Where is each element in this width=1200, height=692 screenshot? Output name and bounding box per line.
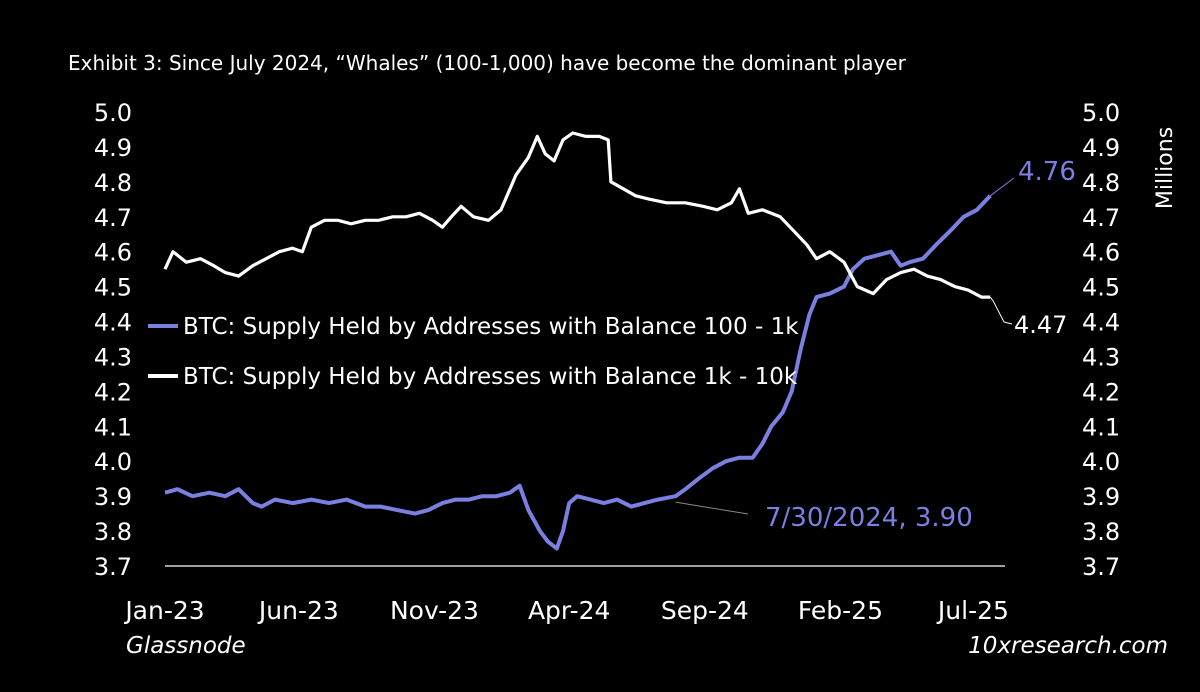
plot-area xyxy=(163,131,992,551)
annotation-label-jul-2024: 7/30/2024, 3.90 xyxy=(765,503,973,533)
y-tick-label-left: 3.8 xyxy=(94,518,132,546)
y-tick-label-left: 4.5 xyxy=(94,274,132,302)
y-tick-label-right: 4.6 xyxy=(1082,239,1120,267)
y-axis-right: 5.0 4.9 4.8 4.7 4.6 4.5 4.4 4.3 4.2 4.1 4.0 3.9 3.8 3… xyxy=(1082,99,1120,581)
y-tick-label-right: 3.9 xyxy=(1082,483,1120,511)
x-tick-label: Nov-23 xyxy=(390,596,479,625)
x-tick-label: Jan-23 xyxy=(123,596,204,625)
chart-title: Exhibit 3: Since July 2024, “Whales” (10… xyxy=(68,51,907,75)
y-tick-label-left: 3.9 xyxy=(94,483,132,511)
annotation-leader-4-76 xyxy=(989,177,1015,197)
y-tick-label-left: 4.3 xyxy=(94,343,132,371)
y-tick-label-left: 3.7 xyxy=(94,553,132,581)
x-tick-label: Apr-24 xyxy=(528,596,610,625)
series-line-1k-10k xyxy=(163,131,991,299)
y-tick-label-left: 4.7 xyxy=(94,204,132,232)
y-tick-label-left: 4.4 xyxy=(94,309,132,337)
y-tick-label-right: 4.8 xyxy=(1082,169,1120,197)
y-tick-label-right: 4.2 xyxy=(1082,378,1120,406)
y-tick-label-right: 4.5 xyxy=(1082,274,1120,302)
y-tick-label-left: 4.8 xyxy=(94,169,132,197)
y-tick-label-right: 4.7 xyxy=(1082,204,1120,232)
y-tick-label-right: 4.9 xyxy=(1082,134,1120,162)
annotation-leader-jul-2024 xyxy=(675,501,749,515)
series-line-100-1k xyxy=(164,194,992,551)
y-tick-label-left: 4.6 xyxy=(94,239,132,267)
annotations: 4.76 4.47 7/30/2024, 3.90 xyxy=(675,157,1076,533)
y-tick-label-right: 3.8 xyxy=(1082,518,1120,546)
legend-label-100-1k: BTC: Supply Held by Addresses with Balan… xyxy=(183,314,799,340)
y-axis-left: 5.0 4.9 4.8 4.7 4.6 4.5 4.4 4.3 4.2 4.1 4.0 3.9 3.8 3… xyxy=(94,99,132,581)
x-axis: Jan-23 Jun-23 Nov-23 Apr-24 Sep-24 Feb-25 Jul-… xyxy=(123,596,1009,625)
y-tick-label-left: 4.9 xyxy=(94,134,132,162)
x-tick-label: Jun-23 xyxy=(257,596,339,625)
y-tick-label-right: 5.0 xyxy=(1082,99,1120,127)
y-tick-label-left: 4.1 xyxy=(94,413,132,441)
source-label: Glassnode xyxy=(126,633,246,659)
annotation-leader-4-47 xyxy=(989,296,1013,325)
y-tick-label-right: 4.3 xyxy=(1082,343,1120,371)
x-tick-label: Jul-25 xyxy=(936,596,1009,625)
y-tick-label-left: 4.0 xyxy=(94,448,132,476)
x-tick-label: Sep-24 xyxy=(661,596,749,625)
annotation-label-4-47: 4.47 xyxy=(1014,311,1067,339)
legend: BTC: Supply Held by Addresses with Balan… xyxy=(148,314,799,390)
annotation-label-4-76: 4.76 xyxy=(1018,157,1076,187)
y-tick-label-right: 4.0 xyxy=(1082,448,1120,476)
y-tick-label-right: 4.4 xyxy=(1082,309,1120,337)
y-tick-label-left: 4.2 xyxy=(94,378,132,406)
y-tick-label-left: 5.0 xyxy=(94,99,132,127)
x-tick-label: Feb-25 xyxy=(798,596,883,625)
y-axis-unit-label: Millions xyxy=(1153,127,1178,209)
y-tick-label-right: 4.1 xyxy=(1082,413,1120,441)
legend-label-1k-10k: BTC: Supply Held by Addresses with Balan… xyxy=(183,364,798,390)
website-label: 10xresearch.com xyxy=(968,633,1168,659)
y-tick-label-right: 3.7 xyxy=(1082,553,1120,581)
